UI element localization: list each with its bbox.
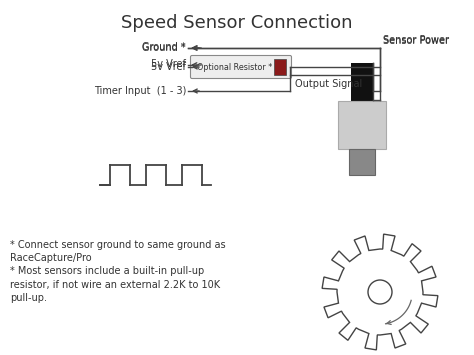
FancyBboxPatch shape — [191, 55, 292, 78]
Text: Ground *: Ground * — [142, 43, 186, 53]
Text: 5v Vref: 5v Vref — [151, 62, 186, 72]
Text: Sensor Power: Sensor Power — [383, 35, 449, 45]
Text: Optional Resistor *: Optional Resistor * — [197, 62, 272, 71]
Text: * Connect sensor ground to same ground as
RaceCapture/Pro
* Most sensors include: * Connect sensor ground to same ground a… — [10, 240, 226, 303]
Text: Timer Input  (1 - 3): Timer Input (1 - 3) — [94, 86, 186, 96]
Bar — [338, 101, 386, 149]
Bar — [349, 149, 375, 175]
Text: Output Signal: Output Signal — [295, 79, 362, 89]
Text: Speed Sensor Connection: Speed Sensor Connection — [121, 14, 353, 32]
Text: Ground *: Ground * — [142, 42, 186, 52]
Polygon shape — [322, 234, 438, 350]
Text: Sensor Power: Sensor Power — [383, 36, 449, 46]
Circle shape — [368, 280, 392, 304]
Text: 5v Vref: 5v Vref — [151, 59, 186, 69]
Bar — [351, 63, 373, 101]
Bar — [274, 59, 286, 75]
